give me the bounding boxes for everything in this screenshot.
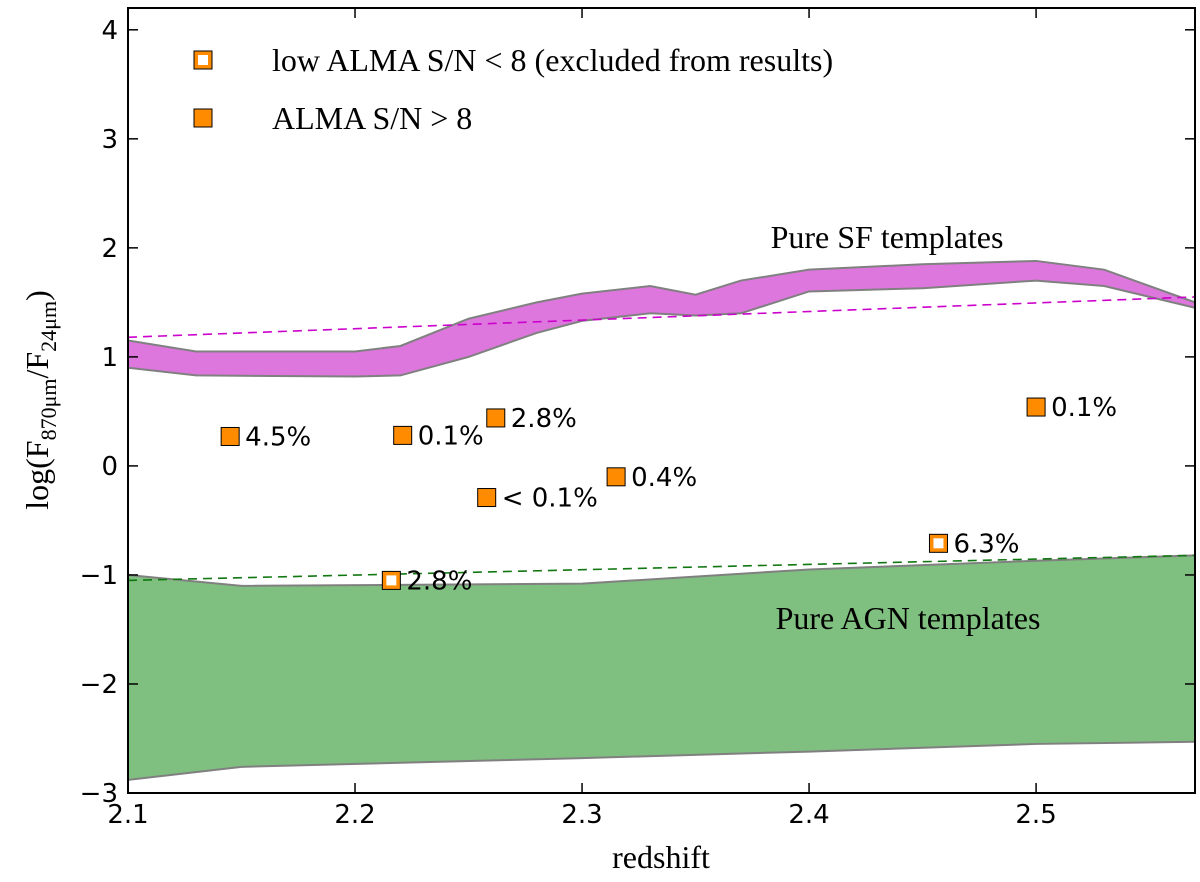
data-point — [220, 426, 240, 446]
y-label-part: /F — [19, 352, 55, 379]
x-tick-label: 2.1 — [107, 800, 148, 830]
template-band — [128, 260, 1195, 377]
y-label-part: 870μm — [36, 379, 61, 441]
data-point-hole — [198, 55, 208, 65]
y-label-part: log(F — [19, 440, 55, 509]
point-label: 2.8% — [406, 566, 472, 596]
x-tick-label: 2.2 — [334, 800, 375, 830]
band-lower-edge — [128, 279, 1195, 378]
y-label-part: 24μm — [36, 301, 61, 352]
legend-label: ALMA S/N > 8 — [272, 100, 472, 136]
template-band — [128, 555, 1195, 780]
data-point — [393, 425, 413, 445]
point-label: 0.1% — [1051, 393, 1117, 423]
y-tick-label: −1 — [80, 561, 118, 591]
y-axis-label: log(F870μm/F24μm) — [19, 290, 61, 510]
band-lower-edge — [128, 740, 1195, 781]
y-tick-label: −2 — [80, 670, 118, 700]
x-tick-label: 2.5 — [1015, 800, 1056, 830]
data-point-hole — [933, 538, 944, 549]
point-label: 6.3% — [953, 529, 1019, 559]
data-point — [486, 408, 506, 428]
y-label-part: ) — [19, 290, 55, 301]
y-tick-label: 3 — [101, 125, 118, 155]
x-axis-label: redshift — [612, 839, 710, 875]
data-point — [606, 467, 626, 487]
trend-line — [127, 554, 1196, 582]
data-point — [1026, 397, 1046, 417]
legend-label: low ALMA S/N < 8 (excluded from results) — [272, 42, 833, 78]
y-tick-label: 1 — [101, 343, 118, 373]
point-label: 0.1% — [418, 421, 484, 451]
data-point — [193, 108, 213, 128]
point-label: 0.4% — [631, 463, 697, 493]
point-label: 2.8% — [511, 404, 577, 434]
data-point-hole — [386, 575, 397, 586]
point-label: < 0.1% — [502, 484, 598, 514]
trend-line — [127, 296, 1196, 339]
band-annotation: Pure AGN templates — [776, 600, 1041, 636]
band-annotation: Pure SF templates — [771, 219, 1004, 255]
data-point — [477, 488, 497, 508]
y-tick-label: 0 — [101, 452, 118, 482]
y-tick-label: 4 — [101, 16, 118, 46]
plot-frame — [127, 7, 1196, 794]
point-label: 4.5% — [245, 422, 311, 452]
band-upper-edge — [128, 554, 1195, 587]
x-tick-label: 2.4 — [788, 800, 829, 830]
y-tick-label: −3 — [80, 779, 118, 809]
x-tick-label: 2.3 — [561, 800, 602, 830]
band-upper-edge — [128, 259, 1195, 353]
y-tick-label: 2 — [101, 234, 118, 264]
